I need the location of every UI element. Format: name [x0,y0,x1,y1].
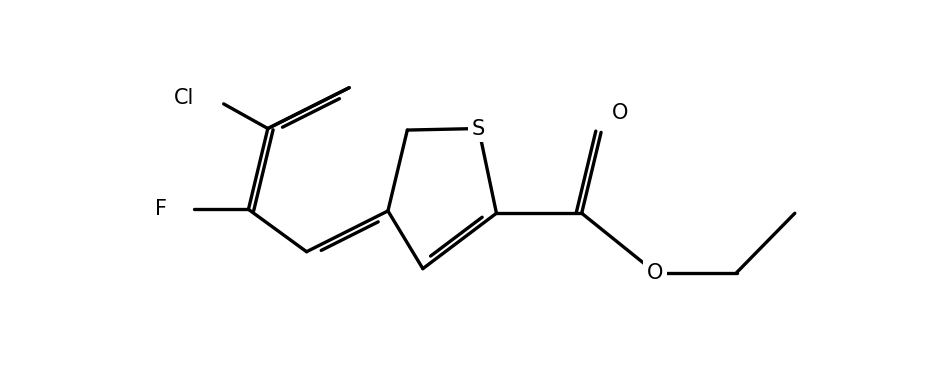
Text: O: O [647,262,663,282]
Text: O: O [612,103,629,123]
Text: F: F [155,199,166,219]
Text: S: S [472,119,485,138]
Text: Cl: Cl [174,88,194,108]
